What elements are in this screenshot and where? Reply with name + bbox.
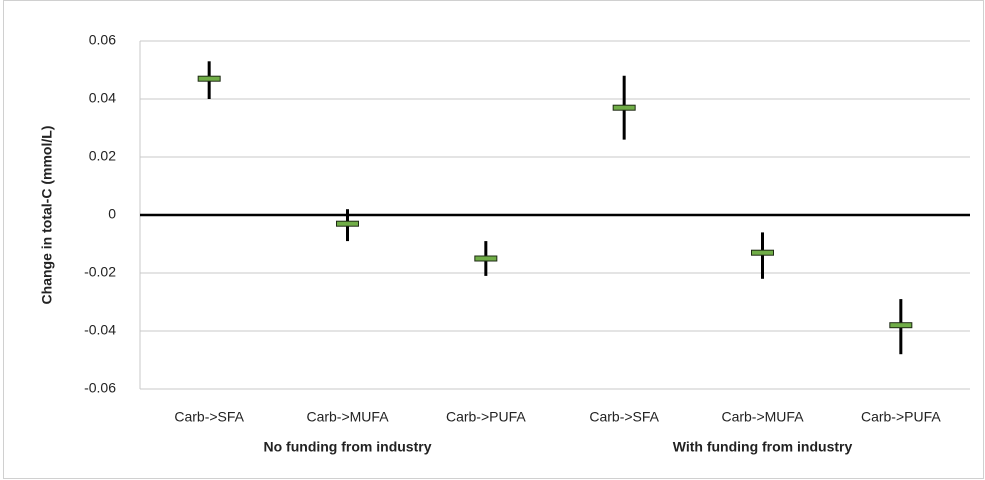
x-tick-label: Carb->MUFA [306,409,389,425]
point-marker [336,220,359,227]
y-tick-label: -0.02 [84,264,116,280]
y-tick-label: 0 [108,206,116,222]
chart-border [3,0,984,479]
group-label: No funding from industry [264,439,432,455]
x-tick-label: Carb->SFA [174,409,244,425]
x-tick-label: Carb->MUFA [721,409,804,425]
y-tick-label: -0.04 [84,322,116,338]
y-axis-label: Change in total-C (mmol/L) [39,126,55,305]
y-tick-label: -0.06 [84,380,116,396]
point-marker [889,322,913,329]
y-tick-label: 0.02 [89,148,116,164]
y-tick-label: 0.04 [89,90,116,106]
point-marker [197,75,221,82]
point-marker [612,104,636,111]
x-tick-label: Carb->PUFA [861,409,941,425]
y-tick-label: 0.06 [89,32,116,48]
group-label: With funding from industry [673,439,853,455]
x-tick-label: Carb->SFA [589,409,659,425]
point-marker [474,255,498,262]
point-marker [751,249,774,256]
x-tick-label: Carb->PUFA [446,409,526,425]
